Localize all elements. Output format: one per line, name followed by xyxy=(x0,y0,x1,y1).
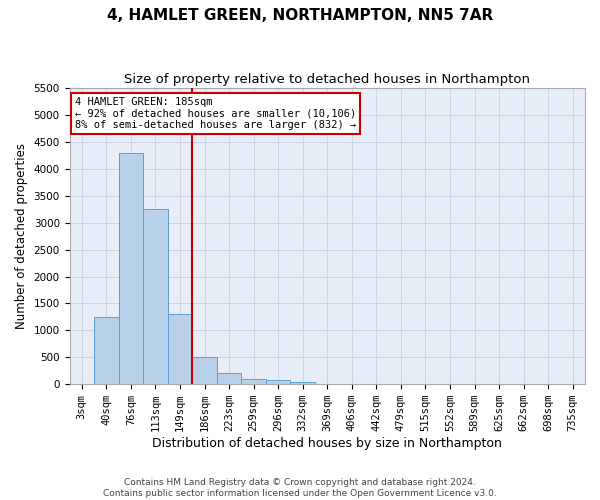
Y-axis label: Number of detached properties: Number of detached properties xyxy=(15,143,28,329)
Bar xyxy=(94,317,119,384)
Bar xyxy=(241,379,266,384)
Bar xyxy=(266,380,290,384)
Text: 4, HAMLET GREEN, NORTHAMPTON, NN5 7AR: 4, HAMLET GREEN, NORTHAMPTON, NN5 7AR xyxy=(107,8,493,22)
Bar xyxy=(217,374,241,384)
X-axis label: Distribution of detached houses by size in Northampton: Distribution of detached houses by size … xyxy=(152,437,502,450)
Title: Size of property relative to detached houses in Northampton: Size of property relative to detached ho… xyxy=(124,72,530,86)
Text: 4 HAMLET GREEN: 185sqm
← 92% of detached houses are smaller (10,106)
8% of semi-: 4 HAMLET GREEN: 185sqm ← 92% of detached… xyxy=(74,97,356,130)
Bar xyxy=(192,358,217,384)
Text: Contains HM Land Registry data © Crown copyright and database right 2024.
Contai: Contains HM Land Registry data © Crown c… xyxy=(103,478,497,498)
Bar xyxy=(290,382,315,384)
Bar xyxy=(119,152,143,384)
Bar xyxy=(168,314,192,384)
Bar xyxy=(143,209,168,384)
